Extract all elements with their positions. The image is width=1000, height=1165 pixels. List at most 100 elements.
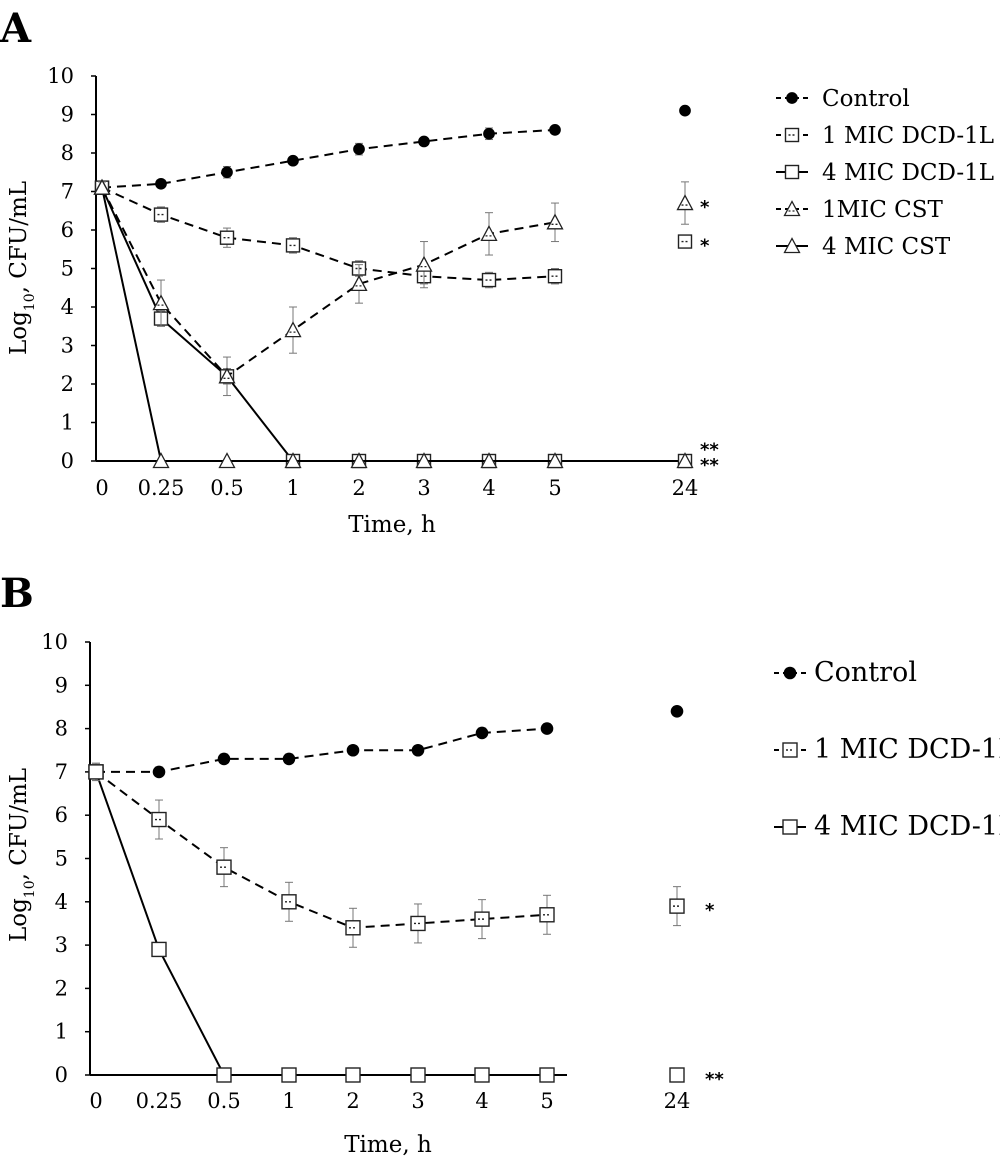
panel-a-legend: Control 1 MIC DCD-1L 4 MIC DCD-1L 1MIC CST 4… [776,86,994,260]
data-point [411,743,425,757]
x-tick-label: 0.25 [138,476,185,500]
legend-item-control: Control [776,86,910,112]
legend-marker [783,237,801,254]
panel-a-x-axis-title: Time, h [348,512,436,538]
significance-annotation: ** [700,440,719,461]
data-point [281,1067,297,1083]
data-point [418,135,430,148]
panel-b-letter: B [0,570,34,617]
legend-item-4-mic-cst: 4 MIC CST [776,234,951,260]
legend-label: Control [814,657,917,688]
legend-item-1-mic-dcd-1l: 1 MIC DCD-1L [776,123,994,149]
legend-item-control: Control [774,657,917,688]
panel-a-letter: A [0,5,32,52]
data-point [676,194,694,211]
y-tick-label: 7 [55,760,68,784]
data-point [679,104,691,117]
x-tick-label: 0.25 [136,1089,183,1113]
data-point [547,269,563,284]
data-point [284,452,302,469]
data-point [281,894,297,910]
y-tick-label: 3 [55,933,68,957]
legend-marker [783,666,797,680]
y-tick-label: 0 [55,1063,68,1087]
data-point [481,272,497,288]
y-tick-label: 8 [61,141,74,165]
data-point [677,234,693,249]
data-point [474,911,490,927]
x-tick-label: 0 [95,476,108,500]
data-point [155,177,167,190]
legend-item-4-mic-dcd-1l: 4 MIC DCD-1L [776,160,994,186]
x-tick-label: 3 [411,1089,424,1113]
series-control [89,704,684,779]
data-point [217,752,231,766]
data-point [152,765,166,779]
data-point [480,452,498,469]
legend-marker [784,127,800,143]
y-tick-label: 2 [55,976,68,1000]
data-point [285,238,301,253]
legend-marker [782,742,798,758]
panel-b-legend: Control 1 MIC DCD-1L 4 MIC DCD-1L [774,657,1000,842]
x-tick-label: 1 [282,1089,295,1113]
series-line-control [96,727,548,773]
data-point [670,704,684,718]
legend-label: 4 MIC CST [822,234,951,260]
x-tick-label: 4 [482,476,495,500]
x-tick-label: 5 [540,1089,553,1113]
legend-label: 4 MIC DCD-1L [822,160,994,186]
y-tick-label: 6 [55,803,68,827]
data-point [540,722,554,735]
series-line-4-mic-dcd-1l [95,771,547,1076]
data-point [218,367,236,384]
x-tick-label: 1 [286,476,299,500]
y-tick-label: 4 [61,295,74,319]
x-tick-label: 2 [346,1089,359,1113]
panel-a-chart: A 0 1 2 3 4 5 6 7 8 9 10 0 0.25 0.5 1 2 3 4 5 24 Time, h Log10… [0,5,994,538]
data-point [282,752,296,766]
data-point [669,898,685,914]
y-tick-label: 5 [55,847,68,871]
data-point [539,1067,555,1083]
legend-item-4-mic-dcd-1l: 4 MIC DCD-1L [774,811,1000,842]
data-point [483,127,495,140]
series-line-1-mic-dcd-1l [95,771,548,929]
legend-marker [784,164,800,180]
series-4-mic-dcd-1l [88,762,685,1083]
panel-a-y-axis-title: Log10, CFU/mL [6,181,38,355]
x-tick-label: 0 [89,1089,102,1113]
y-tick-label: 6 [61,218,74,242]
y-tick-label: 7 [61,180,74,204]
legend-marker [786,92,798,104]
panel-b-y-axis-title: Log10, CFU/mL [6,768,38,942]
legend-label: 1 MIC DCD-1L [814,734,1000,765]
data-point [549,124,561,136]
y-tick-label: 1 [55,1020,68,1044]
x-tick-label: 24 [672,476,699,500]
y-tick-label: 0 [61,449,74,473]
data-point [539,907,555,923]
data-point [152,452,170,469]
y-tick-label: 9 [55,673,68,697]
data-point [415,255,433,272]
data-point [353,143,365,155]
data-point [474,1067,490,1083]
y-tick-label: 5 [61,257,74,281]
series-line-4-mic-cst [101,187,555,462]
significance-annotation: * [705,900,715,921]
data-point [153,207,169,222]
data-point [346,743,360,757]
x-tick-label: 2 [352,476,365,500]
data-point [546,452,564,469]
series-1mic-cst [93,178,694,397]
legend-label: 1MIC CST [822,197,944,223]
significance-annotation: * [700,236,710,257]
data-point [480,224,498,242]
significance-annotation: ** [700,455,719,476]
data-point [284,321,302,338]
legend-marker [782,819,798,835]
data-point [218,452,236,469]
data-point [546,213,564,230]
